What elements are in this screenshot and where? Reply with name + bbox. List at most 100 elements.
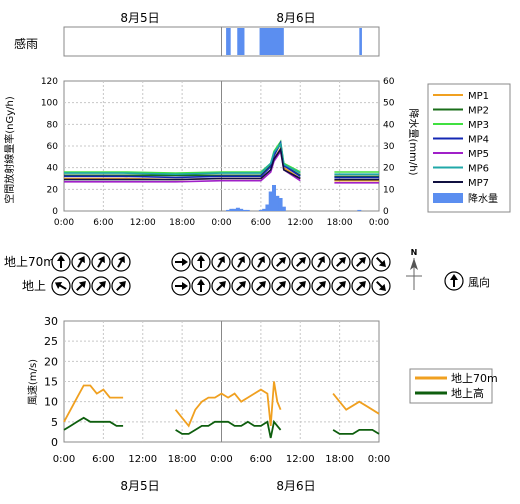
- wind-arrow-0-9: [271, 252, 291, 272]
- dose-ytick-5: 100: [41, 99, 58, 109]
- dose-series-MP6: [64, 141, 379, 176]
- wind-arrow-0-10: [291, 252, 311, 272]
- wind-arrow-0-13: [351, 252, 371, 272]
- precip-ytick-0: 0: [383, 207, 389, 217]
- precip-bar-9: [265, 204, 270, 211]
- wind-arrow-0-4: [171, 252, 191, 272]
- dose-xtick-0: 0:00: [54, 218, 74, 228]
- wind-arrow-1-13: [351, 276, 371, 296]
- dose-xtick-4: 0:00: [211, 218, 231, 228]
- wind-arrow-1-14: [371, 276, 391, 296]
- wind-ytick-0: 0: [51, 436, 58, 449]
- precip-ytick-3: 30: [383, 142, 395, 152]
- svg-text:N: N: [411, 248, 418, 257]
- dose-xtick-8: 0:00: [369, 218, 389, 228]
- dose-ytick-0: 0: [52, 207, 58, 217]
- wind-ytick-4: 20: [44, 355, 58, 368]
- dose-ytick-1: 20: [47, 185, 59, 195]
- wind-speed-panel: 0 5 10 15 20 25 30 0:00 6:00 12:00 18:00 0:00 6:00 12…: [27, 315, 498, 493]
- legend-label-MP1: MP1: [468, 91, 489, 102]
- wind-ytick-2: 10: [44, 396, 58, 409]
- wind-arrow-0-6: [211, 252, 231, 272]
- wind-xtick-1: 6:00: [92, 454, 114, 465]
- legend-label-MP4: MP4: [468, 135, 489, 146]
- wind-arrow-1-3: [111, 276, 131, 296]
- dose-ytick-4: 80: [47, 120, 59, 130]
- wind-xtick-0: 0:00: [53, 454, 75, 465]
- dose-xtick-5: 6:00: [251, 218, 271, 228]
- legend-swatch-precip: [433, 193, 463, 203]
- date-label-day1-bottom: 8月5日: [120, 479, 159, 493]
- rain-detected-bar-1: [237, 28, 245, 55]
- precip-ytick-4: 40: [383, 120, 395, 130]
- wind-series-1: [63, 416, 380, 439]
- wind-arrow-0-1: [71, 252, 91, 272]
- wind-xtick-3: 18:00: [168, 454, 197, 465]
- precip-bar-6: [245, 209, 250, 211]
- precip-bar-4: [239, 208, 244, 211]
- precip-ytick-2: 20: [383, 164, 395, 174]
- precip-bar-13: [278, 198, 283, 211]
- precip-bar-1: [229, 208, 234, 211]
- wind-legend-label-1: 地上高: [451, 386, 484, 400]
- precip-bar-7: [258, 209, 263, 211]
- dose-ytick-3: 60: [47, 142, 59, 152]
- dose-ytick-2: 40: [47, 164, 59, 174]
- precip-bar-12: [275, 195, 280, 211]
- date-label-day2-bottom: 8月6日: [276, 479, 315, 493]
- wind-xtick-4: 0:00: [210, 454, 232, 465]
- wind-row-label-ground: 地上: [22, 279, 46, 293]
- wind-arrow-1-2: [91, 276, 111, 296]
- wind-arrow-0-7: [231, 252, 251, 272]
- dose-xtick-2: 12:00: [130, 218, 156, 228]
- wind-arrow-0-11: [311, 252, 331, 272]
- precip-bar-14: [281, 206, 286, 211]
- dose-rate-axis-label: 空間放射線量率(nGy/h): [3, 96, 16, 204]
- wind-arrow-1-12: [331, 276, 351, 296]
- wind-arrow-1-5: [191, 276, 211, 296]
- wind-ytick-5: 25: [44, 335, 58, 348]
- wind-arrow-1-9: [271, 276, 291, 296]
- rain-detection-label: 感雨: [14, 36, 38, 51]
- wind-ytick-1: 5: [51, 416, 58, 429]
- precip-bar-0: [226, 209, 231, 211]
- wind-arrow-1-10: [291, 276, 311, 296]
- wind-arrow-1-1: [71, 276, 91, 296]
- wind-xtick-7: 18:00: [325, 454, 354, 465]
- precip-bar-2: [232, 208, 237, 211]
- precip-bar-5: [242, 209, 247, 211]
- wind-direction-legend-label: 風向: [468, 275, 490, 289]
- wind-arrow-0-2: [91, 252, 111, 272]
- wind-legend-label-0: 地上70m: [451, 372, 498, 385]
- precip-ytick-1: 10: [383, 185, 395, 195]
- wind-speed-axis-label: 風速(m/s): [27, 359, 39, 405]
- wind-arrow-1-4: [171, 276, 191, 296]
- legend-label-MP5: MP5: [468, 149, 489, 160]
- dose-xtick-1: 6:00: [93, 218, 113, 228]
- wind-direction-legend: 風向: [444, 271, 490, 291]
- wind-xtick-6: 12:00: [286, 454, 315, 465]
- legend-label-MP7: MP7: [468, 178, 489, 189]
- legend-label-MP3: MP3: [468, 120, 489, 131]
- wind-series-0: [63, 381, 380, 428]
- wind-arrow-0-8: [251, 252, 271, 272]
- date-label-day2-top: 8月6日: [276, 11, 315, 25]
- precip-axis-label: 降水量(mm/h): [407, 109, 420, 176]
- precip-ytick-5: 50: [383, 99, 395, 109]
- wind-arrow-0-12: [331, 252, 351, 272]
- precip-ytick-6: 60: [383, 77, 395, 87]
- wind-arrow-1-6: [211, 276, 231, 296]
- wind-row-label-70m: 地上70m: [4, 255, 55, 269]
- wind-xtick-2: 12:00: [128, 454, 157, 465]
- precip-bar-11: [272, 185, 276, 211]
- wind-arrow-0-5: [191, 252, 211, 272]
- wind-arrow-1-11: [311, 276, 331, 296]
- wind-xtick-5: 6:00: [250, 454, 272, 465]
- compass-north-icon: N: [406, 248, 422, 290]
- dose-series-MP7: [64, 147, 379, 181]
- wind-arrow-1-8: [251, 276, 271, 296]
- wind-direction-panel: 地上70m 地上 N 風向: [4, 248, 490, 296]
- legend-label-MP2: MP2: [468, 106, 489, 117]
- dose-ytick-6: 120: [41, 77, 58, 87]
